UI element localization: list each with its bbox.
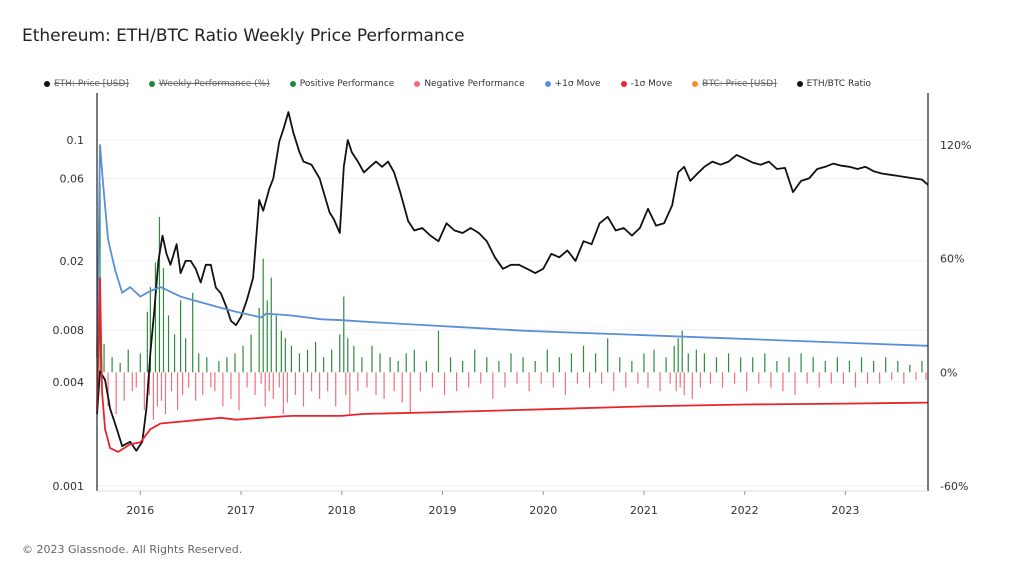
legend-marker (544, 81, 551, 87)
x-tick-label: 2022 (731, 504, 759, 517)
right-tick-label: 60% (940, 253, 964, 266)
gridlines (97, 139, 928, 487)
copyright-footer: © 2023 Glassnode. All Rights Reserved. (22, 543, 243, 556)
left-tick-label: 0.001 (53, 480, 85, 493)
legend-label: Weekly Performance (%) (158, 79, 270, 89)
left-tick-label: 0.06 (60, 172, 85, 185)
left-tick-label: 0.1 (67, 134, 85, 147)
left-tick-label: 0.008 (53, 324, 85, 337)
legend: ETH: Price [USD] Weekly Performance (%) … (44, 79, 891, 89)
left-tick-label: 0.02 (60, 255, 85, 268)
legend-marker (44, 81, 50, 87)
x-tick-label: 2016 (126, 504, 154, 517)
legend-label: -1σ Move (630, 79, 673, 89)
left-tick-label: 0.004 (53, 376, 85, 389)
x-tick-label: 2018 (328, 504, 356, 517)
legend-label: Negative Performance (424, 79, 525, 89)
legend-item-weekly-performance[interactable]: Weekly Performance (%) (148, 79, 270, 89)
x-tick-label: 2019 (428, 504, 456, 517)
legend-label: BTC: Price [USD] (702, 79, 777, 89)
legend-item-btc-price[interactable]: BTC: Price [USD] (692, 79, 777, 89)
minus-sigma-line (96, 276, 929, 453)
legend-marker (414, 81, 421, 87)
legend-label: Positive Performance (299, 79, 395, 89)
x-tick-label: 2021 (630, 504, 658, 517)
plus-sigma-line (96, 144, 929, 358)
legend-marker (620, 81, 627, 87)
legend-item-eth-price[interactable]: ETH: Price [USD] (44, 79, 129, 89)
legend-item-minus-sigma[interactable]: -1σ Move (620, 79, 673, 89)
right-tick-label: 120% (940, 139, 971, 152)
legend-item-plus-sigma[interactable]: +1σ Move (544, 79, 601, 89)
legend-marker (289, 81, 296, 87)
legend-label: ETH: Price [USD] (54, 79, 129, 89)
right-tick-label: 0% (940, 366, 957, 379)
legend-marker (796, 81, 803, 87)
legend-item-negative-performance[interactable]: Negative Performance (414, 79, 525, 89)
axes: 0.1 0.06 0.02 0.008 0.004 0.001 120% 60% 0% -60% 2… (53, 93, 971, 517)
legend-item-positive-performance[interactable]: Positive Performance (289, 79, 395, 89)
eth-btc-ratio-line (96, 111, 929, 452)
legend-label: +1σ Move (554, 79, 601, 89)
series-lines (96, 111, 929, 453)
x-tick-label: 2023 (831, 504, 859, 517)
legend-label: ETH/BTC Ratio (806, 79, 872, 89)
legend-marker (148, 81, 155, 87)
chart-title: Ethereum: ETH/BTC Ratio Weekly Price Per… (22, 26, 465, 46)
legend-marker (692, 81, 699, 87)
right-tick-label: -60% (940, 480, 968, 493)
x-tick-label: 2017 (227, 504, 255, 517)
legend-item-eth-btc-ratio[interactable]: ETH/BTC Ratio (796, 79, 872, 89)
x-tick-label: 2020 (529, 504, 557, 517)
